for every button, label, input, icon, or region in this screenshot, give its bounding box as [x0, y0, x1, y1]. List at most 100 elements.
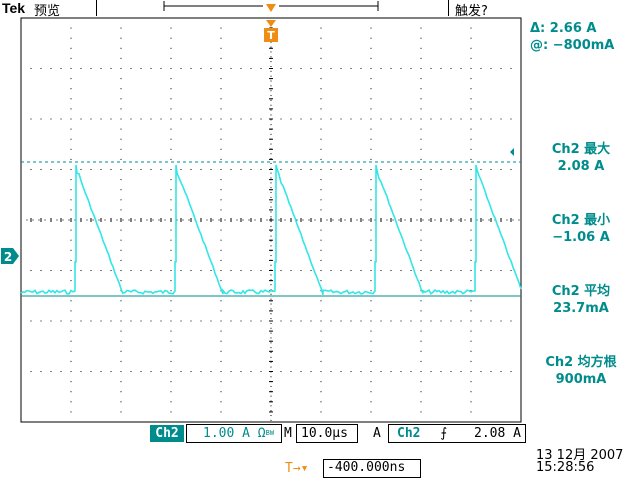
- trigger-position-box[interactable]: -400.000ns: [323, 459, 421, 478]
- grid-dot: [70, 350, 72, 352]
- grid-dot: [120, 108, 122, 110]
- measurement-label: Ch2 平均: [551, 284, 611, 299]
- grid-dot: [320, 158, 322, 160]
- grid-dot: [310, 68, 312, 69]
- grid-dot: [190, 320, 192, 322]
- grid-dot: [270, 148, 272, 150]
- grid-dot: [290, 320, 292, 322]
- grid-dot: [482, 219, 484, 221]
- grid-dot: [120, 37, 122, 39]
- grid-dot: [270, 56, 272, 58]
- grid-dot: [420, 148, 422, 150]
- grid-dot: [370, 57, 372, 59]
- grid-dot: [470, 98, 472, 100]
- grid-dot: [420, 371, 422, 372]
- grid-dot: [240, 118, 242, 120]
- grid-dot: [270, 255, 272, 257]
- grid-dot: [398, 219, 400, 221]
- grid-dot: [270, 216, 272, 218]
- grid-dot: [70, 199, 72, 201]
- grid-dot: [452, 219, 454, 221]
- grid-dot: [120, 199, 122, 201]
- grid-dot: [270, 133, 272, 135]
- grid-dot: [420, 259, 422, 261]
- grid-dot: [320, 169, 322, 170]
- grid-dot: [240, 371, 242, 372]
- grid-dot: [290, 118, 292, 120]
- grid-dot: [460, 169, 462, 170]
- grid-dot: [120, 98, 122, 100]
- grid-dot: [480, 371, 482, 372]
- grid-dot: [490, 320, 492, 322]
- grid-dot: [360, 118, 362, 120]
- grid-dot: [370, 320, 372, 322]
- grid-dot: [40, 169, 42, 170]
- grid-dot: [370, 391, 372, 393]
- grid-dot: [170, 229, 172, 231]
- grid-dot: [480, 320, 482, 322]
- grid-dot: [470, 391, 472, 393]
- grid-dot: [44, 219, 46, 221]
- grid-dot: [270, 95, 272, 97]
- grid-dot: [400, 118, 402, 120]
- grid-dot: [224, 219, 226, 221]
- grid-dot: [310, 371, 312, 372]
- grid-dot: [270, 75, 272, 77]
- grid-dot: [320, 249, 322, 251]
- grid-dot: [270, 342, 272, 344]
- grid-dot: [170, 239, 172, 241]
- grid-dot: [290, 270, 292, 271]
- grid-dot: [150, 371, 152, 372]
- grid-dot: [40, 270, 42, 271]
- grid-dot: [370, 340, 372, 342]
- grid-dot: [242, 219, 244, 221]
- grid-dot: [170, 88, 172, 90]
- grid-dot: [476, 219, 478, 221]
- grid-dot: [130, 320, 132, 322]
- grid-dot: [220, 381, 222, 383]
- grid-dot: [120, 78, 122, 80]
- grid-dot: [272, 219, 274, 221]
- channel-indicator[interactable]: Ch2: [150, 425, 184, 442]
- timebase-box[interactable]: 10.0µs: [296, 424, 358, 443]
- grid-dot: [340, 270, 342, 271]
- grid-dot: [230, 118, 232, 120]
- grid-dot: [120, 128, 122, 130]
- grid-dot: [420, 300, 422, 302]
- grid-dot: [74, 219, 76, 221]
- grid-dot: [270, 104, 272, 106]
- grid-dot: [422, 219, 424, 221]
- grid-dot: [140, 371, 142, 372]
- grid-dot: [270, 313, 272, 315]
- grid-dot: [120, 330, 122, 332]
- grid-dot: [368, 219, 370, 221]
- volts-div-box[interactable]: 1.00 A ΩBW: [186, 424, 282, 443]
- trigger-settings-box[interactable]: Ch2 ⨍ 2.08 A: [388, 424, 526, 443]
- grid-dot: [270, 235, 272, 237]
- grid-dot: [26, 219, 28, 221]
- grid-dot: [170, 219, 172, 221]
- grid-dot: [350, 68, 352, 69]
- grid-dot: [320, 259, 322, 261]
- grid-dot: [120, 148, 122, 150]
- grid-dot: [230, 270, 232, 271]
- grid-dot: [80, 320, 82, 322]
- grid-dot: [370, 310, 372, 312]
- grid-dot: [270, 201, 272, 203]
- grid-dot: [270, 124, 272, 126]
- grid-dot: [98, 219, 100, 221]
- grid-dot: [440, 270, 442, 271]
- grid-dot: [320, 37, 322, 39]
- date-display: 13 12月 2007: [536, 448, 624, 463]
- channel-2-marker: [1, 248, 19, 264]
- grid-dot: [130, 169, 132, 170]
- grid-dot: [420, 88, 422, 90]
- grid-dot: [320, 199, 322, 201]
- grid-dot: [460, 320, 462, 322]
- grid-dot: [100, 68, 102, 69]
- measurement-value: 2.08 A: [557, 159, 605, 174]
- grid-dot: [480, 68, 482, 69]
- measurement-label: Ch2 最大: [551, 142, 611, 157]
- grid-dot: [320, 320, 322, 322]
- grid-dot: [370, 158, 372, 160]
